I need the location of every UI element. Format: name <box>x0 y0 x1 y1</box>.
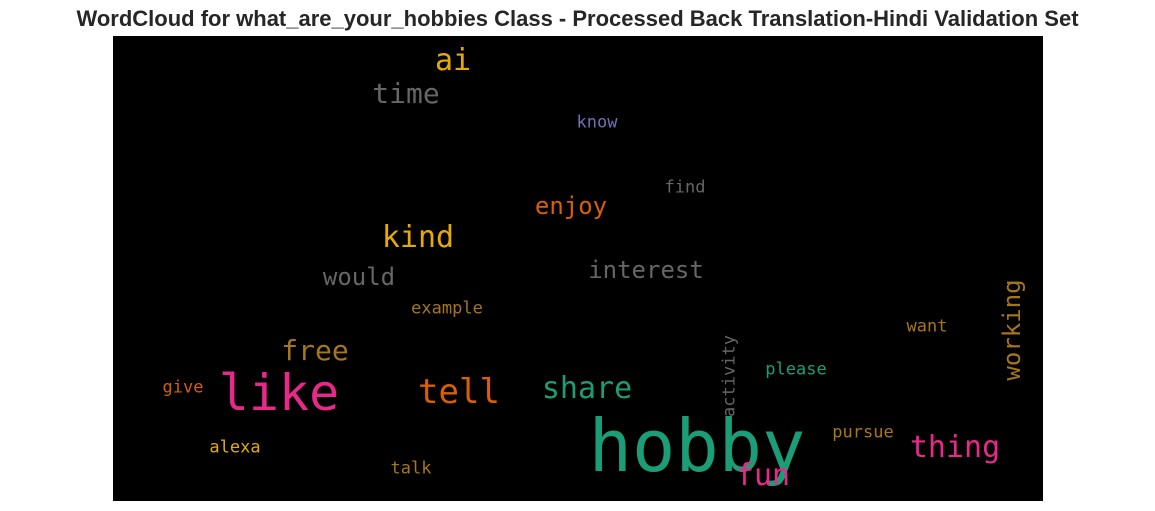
word-want: want <box>906 316 948 337</box>
word-interest: interest <box>588 256 704 284</box>
word-hobby: hobby <box>588 404 806 488</box>
chart-title: WordCloud for what_are_your_hobbies Clas… <box>76 6 1079 31</box>
word-time: time <box>372 77 440 110</box>
word-fun: fun <box>735 458 791 493</box>
word-would: would <box>322 263 396 291</box>
word-ai: ai <box>434 43 472 78</box>
word-give: give <box>162 377 204 398</box>
word-example: example <box>411 298 483 319</box>
word-activity: activity <box>719 335 740 417</box>
word-talk: talk <box>390 458 432 479</box>
word-thing: thing <box>909 430 1001 465</box>
word-find: find <box>664 177 706 198</box>
word-free: free <box>281 334 349 367</box>
word-share: share <box>541 371 633 406</box>
word-like: like <box>218 364 340 422</box>
word-alexa: alexa <box>209 437 261 458</box>
word-please: please <box>765 359 827 380</box>
word-working: working <box>998 279 1026 381</box>
word-kind: kind <box>381 220 455 255</box>
word-enjoy: enjoy <box>534 192 608 220</box>
word-pursue: pursue <box>832 422 894 443</box>
wordcloud-canvas: hobby like tell share thing fun kind free ai time… <box>113 36 1043 501</box>
word-tell: tell <box>418 372 500 412</box>
word-know: know <box>576 112 618 133</box>
